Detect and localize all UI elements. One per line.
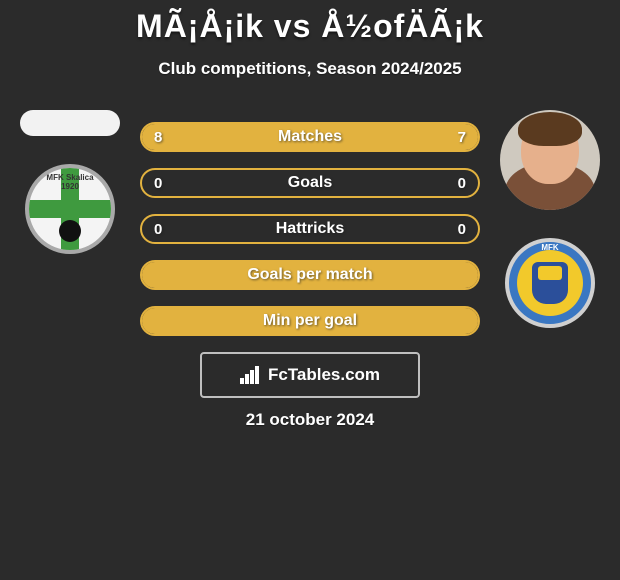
stat-label: Goals bbox=[288, 174, 332, 192]
left-club-year-text: 1920 bbox=[61, 182, 79, 191]
right-club-logo: MFK bbox=[505, 238, 595, 328]
right-player-photo bbox=[500, 110, 600, 210]
stat-row: Min per goal bbox=[140, 306, 480, 336]
stats-bars: 8 7 Matches 0 0 Goals 0 0 Hattricks Goals per mat… bbox=[140, 122, 480, 336]
branding-box[interactable]: FcTables.com bbox=[200, 352, 420, 398]
stat-value-right: 7 bbox=[458, 129, 466, 146]
right-player-column: MFK bbox=[490, 110, 610, 328]
stat-label: Min per goal bbox=[263, 312, 357, 330]
stat-label: Hattricks bbox=[276, 220, 344, 238]
stat-value-left: 0 bbox=[154, 175, 162, 192]
bar-chart-icon bbox=[240, 366, 262, 384]
stat-row: 8 7 Matches bbox=[140, 122, 480, 152]
stat-label: Goals per match bbox=[247, 266, 372, 284]
comparison-title: MÃ¡Å¡ik vs Å½ofÄÃ¡k bbox=[0, 0, 620, 45]
left-club-logo: MFK Skalica 1920 bbox=[25, 164, 115, 254]
stat-label: Matches bbox=[278, 128, 342, 146]
left-player-column: MFK Skalica 1920 bbox=[10, 110, 130, 254]
generated-date: 21 october 2024 bbox=[0, 410, 620, 430]
stat-row: Goals per match bbox=[140, 260, 480, 290]
branding-text: FcTables.com bbox=[268, 365, 380, 385]
stat-value-right: 0 bbox=[458, 175, 466, 192]
stat-value-left: 0 bbox=[154, 221, 162, 238]
stat-row: 0 0 Hattricks bbox=[140, 214, 480, 244]
left-player-photo bbox=[20, 110, 120, 136]
stat-value-left: 8 bbox=[154, 129, 162, 146]
stat-value-right: 0 bbox=[458, 221, 466, 238]
comparison-subtitle: Club competitions, Season 2024/2025 bbox=[0, 59, 620, 79]
stat-row: 0 0 Goals bbox=[140, 168, 480, 198]
left-club-name-text: MFK Skalica bbox=[46, 173, 93, 182]
